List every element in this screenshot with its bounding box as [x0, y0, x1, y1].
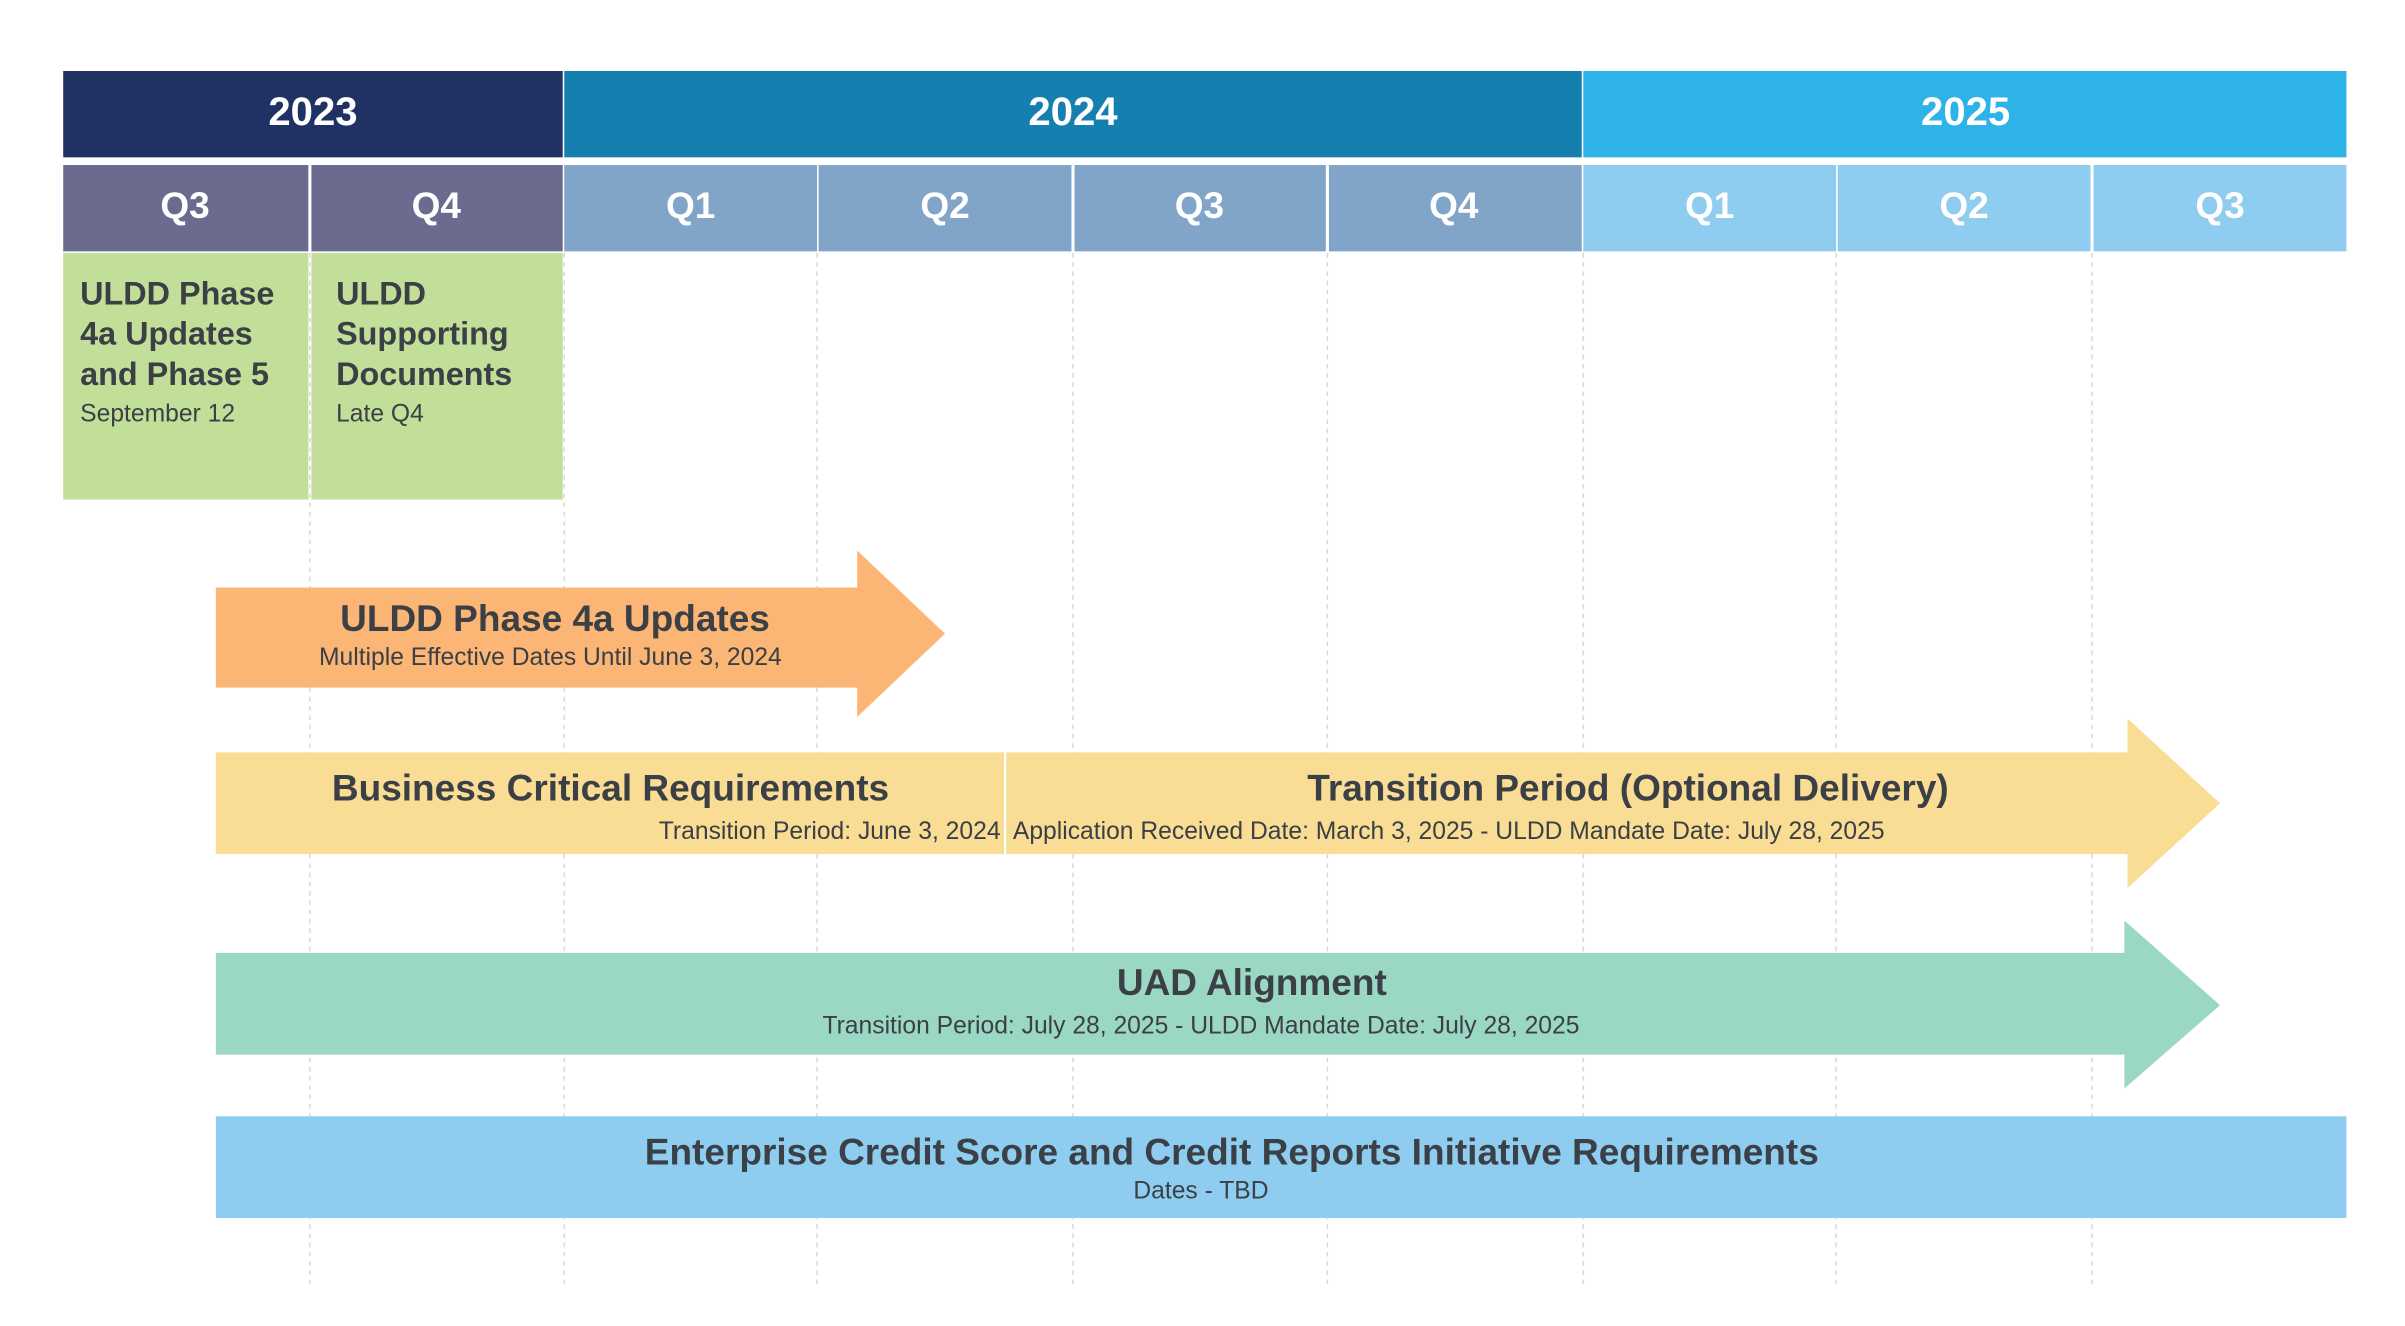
- quarter-cell: [818, 165, 1072, 252]
- bar-subtitle: Application Received Date: March 3, 2025…: [1013, 818, 1885, 845]
- milestone-title: and Phase 5: [80, 356, 269, 392]
- bar-title: Transition Period (Optional Delivery): [1307, 768, 1948, 809]
- year-cell: [1583, 71, 2347, 158]
- year-cell: [63, 71, 563, 158]
- arrow-bar: [215, 920, 2220, 1089]
- arrow-bar: [215, 718, 2220, 889]
- quarter-label: Q4: [1429, 185, 1479, 226]
- quarter-cell: [1837, 165, 2091, 252]
- quarter-cell: [1074, 165, 1326, 252]
- milestone-date: September 12: [80, 400, 235, 427]
- quarter-label: Q3: [160, 185, 209, 226]
- year-label: 2024: [1028, 90, 1118, 134]
- quarter-label: Q2: [1939, 185, 1988, 226]
- milestone-title: ULDD: [336, 276, 426, 312]
- quarter-cell: [1583, 165, 1837, 252]
- quarter-label: Q2: [920, 185, 969, 226]
- quarter-label: Q1: [1685, 185, 1734, 226]
- arrow-bar: [215, 550, 946, 717]
- year-label: 2025: [1921, 90, 2010, 134]
- bar-subtitle: Dates - TBD: [1133, 1177, 1268, 1204]
- milestone-title: Documents: [336, 356, 512, 392]
- quarter-cell: [311, 165, 563, 252]
- bar: [215, 1116, 2347, 1218]
- quarter-cell: [1328, 165, 1582, 252]
- quarter-dividers: [309, 252, 2093, 1288]
- milestone-title: ULDD Phase: [80, 276, 274, 312]
- milestone-title: 4a Updates: [80, 316, 253, 352]
- year-label: 2023: [268, 90, 357, 134]
- quarter-label: Q3: [2195, 185, 2244, 226]
- bar-title: ULDD Phase 4a Updates: [340, 598, 770, 639]
- bar-subtitle: Transition Period: June 3, 2024: [659, 818, 1001, 845]
- quarter-label: Q4: [412, 185, 462, 226]
- bar-title: Business Critical Requirements: [332, 768, 889, 809]
- quarter-cell: [564, 165, 818, 252]
- milestone-date: Late Q4: [336, 400, 424, 427]
- bar-title: Enterprise Credit Score and Credit Repor…: [645, 1132, 1819, 1173]
- milestone-box: [311, 252, 563, 500]
- bar-subtitle: Transition Period: July 28, 2025 - ULDD …: [822, 1012, 1579, 1039]
- quarter-label: Q3: [1175, 185, 1224, 226]
- milestone-title: Supporting: [336, 316, 509, 352]
- bar-subtitle: Multiple Effective Dates Until June 3, 2…: [319, 644, 782, 671]
- milestone-box: [63, 252, 309, 500]
- quarter-cell: [63, 165, 309, 252]
- quarter-cell: [2093, 165, 2347, 252]
- bar-title: UAD Alignment: [1117, 962, 1387, 1003]
- quarter-label: Q1: [666, 185, 715, 226]
- year-cell: [564, 71, 1582, 158]
